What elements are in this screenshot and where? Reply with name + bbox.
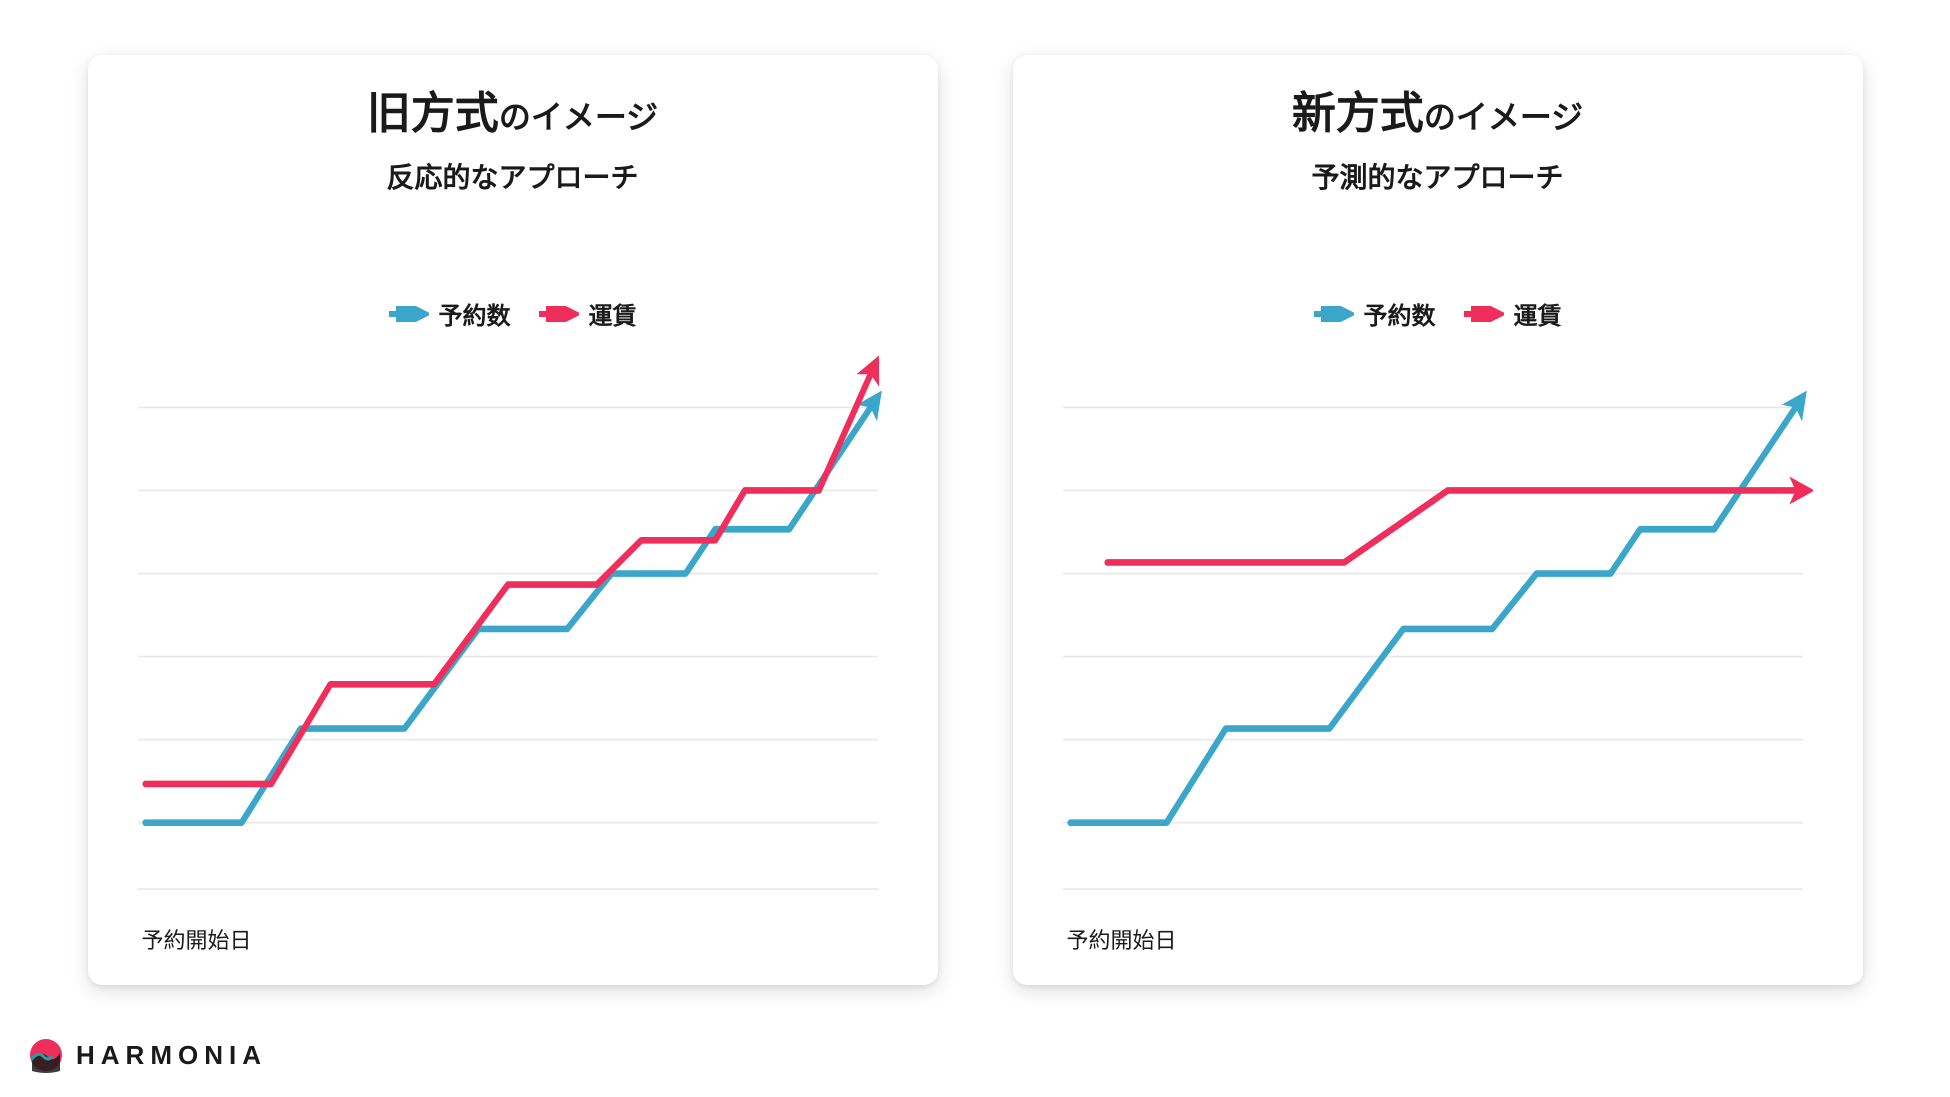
legend-label: 予約数 [1364, 296, 1436, 331]
panel-title-small: のイメージ [499, 99, 658, 135]
x-axis-label: 予約開始日 [142, 923, 888, 955]
panel-title-small: のイメージ [1424, 99, 1583, 135]
legend-arrow-icon [1464, 306, 1504, 322]
chart-area [1063, 341, 1813, 917]
legend-item-fare: 運賃 [1464, 296, 1562, 331]
panels-container: 旧方式のイメージ 反応的なアプローチ 予約数 運賃 予約開始日 新方式のイメージ… [0, 0, 1950, 985]
legend-label: 予約数 [439, 296, 511, 331]
legend-label: 運賃 [589, 296, 637, 331]
legend: 予約数 運賃 [138, 296, 888, 331]
panel-title: 旧方式のイメージ [138, 85, 888, 142]
panel-title-big: 新方式 [1292, 89, 1424, 138]
legend-item-bookings: 予約数 [1314, 296, 1436, 331]
chart-area [138, 341, 888, 917]
chart-svg-old [138, 341, 888, 917]
legend-item-fare: 運賃 [539, 296, 637, 331]
legend: 予約数 運賃 [1063, 296, 1813, 331]
legend-label: 運賃 [1514, 296, 1562, 331]
panel-old: 旧方式のイメージ 反応的なアプローチ 予約数 運賃 予約開始日 [88, 55, 938, 985]
panel-new: 新方式のイメージ 予測的なアプローチ 予約数 運賃 予約開始日 [1013, 55, 1863, 985]
chart-svg-new [1063, 341, 1813, 917]
legend-arrow-icon [389, 306, 429, 322]
legend-arrow-icon [539, 306, 579, 322]
legend-arrow-icon [1314, 306, 1354, 322]
logo-mark-icon [28, 1037, 64, 1073]
panel-title-big: 旧方式 [367, 89, 499, 138]
brand-logo: HARMONIA [28, 1037, 267, 1073]
panel-subtitle: 予測的なアプローチ [1063, 156, 1813, 196]
panel-subtitle: 反応的なアプローチ [138, 156, 888, 196]
panel-title: 新方式のイメージ [1063, 85, 1813, 142]
legend-item-bookings: 予約数 [389, 296, 511, 331]
x-axis-label: 予約開始日 [1067, 923, 1813, 955]
logo-text: HARMONIA [76, 1040, 267, 1071]
